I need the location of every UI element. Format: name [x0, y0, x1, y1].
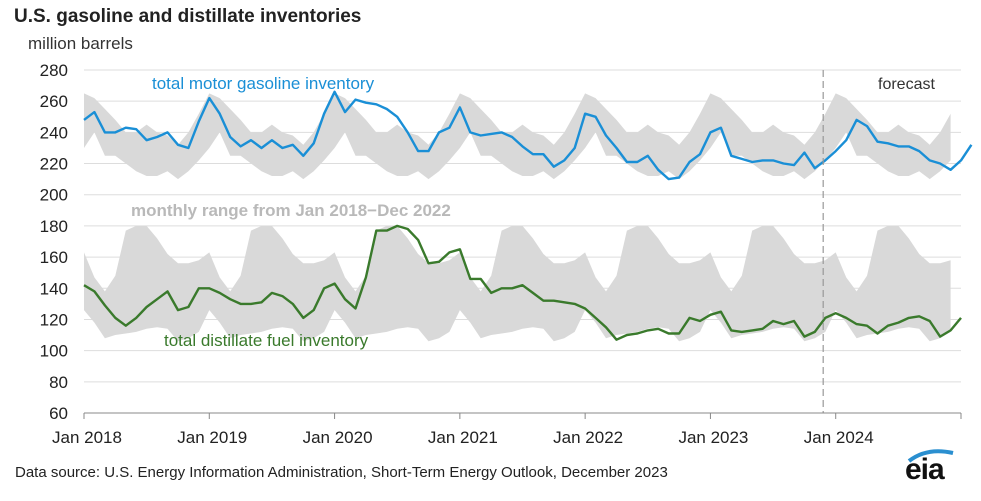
- y-axis-unit-label: million barrels: [28, 34, 133, 53]
- y-tick-label-280: 280: [40, 61, 68, 80]
- y-tick-label-60: 60: [49, 404, 68, 423]
- x-tick-label: Jan 2022: [553, 428, 623, 447]
- x-tick-label: Jan 2024: [804, 428, 874, 447]
- x-tick-label: Jan 2020: [303, 428, 373, 447]
- eia-logo: eia: [905, 449, 954, 487]
- x-tick-label: Jan 2023: [678, 428, 748, 447]
- distillate-inventory-line: [83, 224, 962, 341]
- y-tick-label-180: 180: [40, 217, 68, 236]
- gasoline-series-label: total motor gasoline inventory: [152, 74, 375, 93]
- inventory-chart: 60 80 100 120 140 160 180 200 220 240 260 280 Jan 20…: [40, 61, 973, 447]
- y-tick-label-200: 200: [40, 186, 68, 205]
- y-tick-label-240: 240: [40, 123, 68, 142]
- forecast-label: forecast: [878, 76, 935, 93]
- chart-title: U.S. gasoline and distillate inventories: [14, 6, 362, 27]
- data-source-note: Data source: U.S. Energy Information Adm…: [15, 464, 668, 481]
- x-tick-label: Jan 2021: [428, 428, 498, 447]
- y-tick-label-80: 80: [49, 373, 68, 392]
- axes: 60 80 100 120 140 160 180 200 220 240 260 280 Jan 20…: [40, 61, 962, 447]
- y-tick-label-260: 260: [40, 92, 68, 111]
- eia-logo-swoosh-icon: [907, 449, 954, 463]
- y-tick-label-160: 160: [40, 248, 68, 267]
- y-tick-label-220: 220: [40, 155, 68, 174]
- y-tick-label-120: 120: [40, 310, 68, 329]
- series-lines: [83, 70, 973, 413]
- gasoline-range-band: [84, 93, 951, 180]
- annotations: total motor gasoline inventory monthly ra…: [131, 74, 451, 350]
- x-tick-label: Jan 2018: [52, 428, 122, 447]
- y-tick-label-100: 100: [40, 342, 68, 361]
- x-tick-label: Jan 2019: [177, 428, 247, 447]
- range-band-label: monthly range from Jan 2018−Dec 2022: [131, 201, 451, 220]
- distillate-series-label: total distillate fuel inventory: [164, 331, 369, 350]
- y-tick-label-140: 140: [40, 279, 68, 298]
